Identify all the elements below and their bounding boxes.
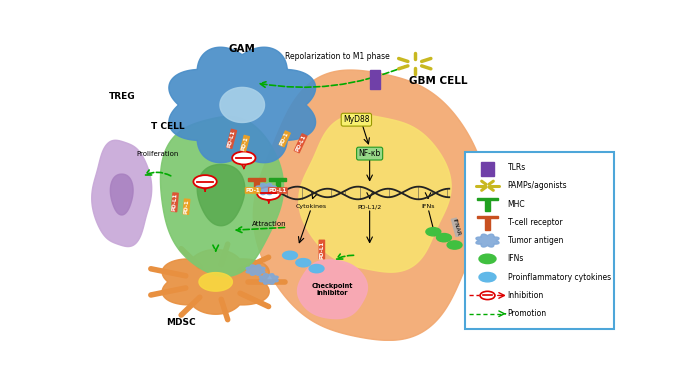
Bar <box>481 162 494 176</box>
Bar <box>275 180 280 192</box>
Circle shape <box>447 241 462 249</box>
Text: NF-κb: NF-κb <box>358 149 381 158</box>
Polygon shape <box>169 47 316 163</box>
Polygon shape <box>476 234 499 247</box>
Text: PD-L1: PD-L1 <box>319 241 325 259</box>
Text: Repolarization to M1 phase: Repolarization to M1 phase <box>286 52 390 61</box>
Text: PD-1: PD-1 <box>279 131 290 147</box>
Circle shape <box>257 187 280 200</box>
Polygon shape <box>256 183 276 195</box>
Polygon shape <box>162 249 269 314</box>
Bar <box>248 178 265 181</box>
Text: IFNAR: IFNAR <box>451 218 461 237</box>
Text: Checkpoint
inhibitor: Checkpoint inhibitor <box>312 283 353 296</box>
Text: PD-1: PD-1 <box>240 136 249 151</box>
Text: MHC: MHC <box>508 200 525 208</box>
Bar <box>477 198 498 200</box>
Text: PD-L1: PD-L1 <box>171 193 178 211</box>
Circle shape <box>283 251 297 259</box>
Polygon shape <box>297 260 367 319</box>
Circle shape <box>436 234 451 242</box>
Bar <box>477 216 498 218</box>
Text: MDSC: MDSC <box>166 318 196 327</box>
Text: Tumor antigen: Tumor antigen <box>508 236 563 245</box>
Bar <box>485 200 490 211</box>
Bar <box>370 70 380 89</box>
Text: GAM: GAM <box>229 44 256 54</box>
Polygon shape <box>260 274 278 284</box>
Circle shape <box>309 265 324 273</box>
Polygon shape <box>220 87 264 123</box>
Circle shape <box>232 152 256 165</box>
Text: IFNs: IFNs <box>421 204 435 209</box>
Polygon shape <box>197 164 245 226</box>
Text: TREG: TREG <box>108 92 135 101</box>
Circle shape <box>296 259 311 267</box>
Text: TLRs: TLRs <box>508 163 526 172</box>
Text: Proinflammatory cytokines: Proinflammatory cytokines <box>508 273 611 282</box>
Text: PD-L1: PD-L1 <box>295 134 307 152</box>
Text: Promotion: Promotion <box>508 309 547 318</box>
Polygon shape <box>110 174 133 215</box>
Text: Cytokines: Cytokines <box>296 204 327 209</box>
Text: PD-L1/2: PD-L1/2 <box>358 204 382 209</box>
Text: PD-1: PD-1 <box>184 199 190 214</box>
Text: GBM CELL: GBM CELL <box>410 76 468 86</box>
Circle shape <box>479 272 496 282</box>
Polygon shape <box>199 273 232 291</box>
Circle shape <box>479 254 496 264</box>
Text: Proliferation: Proliferation <box>136 151 179 157</box>
Polygon shape <box>160 116 284 277</box>
Circle shape <box>480 291 495 300</box>
Text: PD-L1: PD-L1 <box>227 129 236 148</box>
Polygon shape <box>92 140 151 247</box>
Polygon shape <box>246 265 265 275</box>
Text: T-cell receptor: T-cell receptor <box>508 218 562 227</box>
FancyBboxPatch shape <box>465 152 614 329</box>
Text: PD-1: PD-1 <box>245 188 260 193</box>
Bar <box>254 180 259 192</box>
Bar <box>269 178 286 181</box>
Text: PAMPs/agonists: PAMPs/agonists <box>508 181 567 190</box>
Text: Attraction: Attraction <box>251 221 286 228</box>
Bar <box>485 218 490 230</box>
Text: Inhibition: Inhibition <box>508 291 544 300</box>
Circle shape <box>193 175 216 188</box>
Text: MyD88: MyD88 <box>343 115 370 124</box>
Polygon shape <box>253 70 486 340</box>
Text: T CELL: T CELL <box>151 121 185 131</box>
Polygon shape <box>299 115 451 272</box>
Text: IFNs: IFNs <box>508 254 524 264</box>
Text: PD-L1: PD-L1 <box>269 188 287 193</box>
Circle shape <box>426 228 440 236</box>
